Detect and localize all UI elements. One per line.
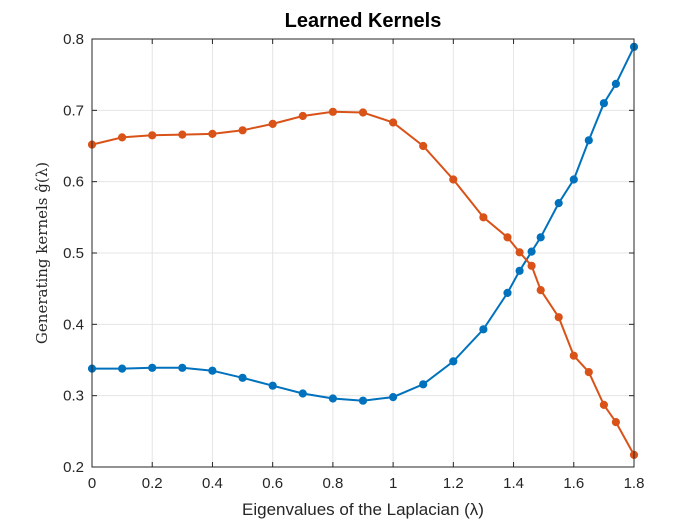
data-point [358,396,368,405]
data-point [208,366,217,375]
data-point [328,394,337,403]
data-point [599,99,609,108]
x-axis-label: Eigenvalues of the Laplacian (λ) [242,500,484,519]
data-point [515,248,524,257]
series-line [92,46,635,402]
data-point [268,381,277,390]
data-point [527,247,536,256]
data-point [611,418,621,427]
data-point [298,389,307,398]
x-tick-label: 0.6 [262,475,283,492]
data-point [208,129,217,138]
series-layer [87,42,639,459]
x-tick-label: 1.2 [443,475,464,492]
y-axis-label: Generating kernels ĝ(λ) [33,162,51,344]
data-point [536,286,545,295]
data-point [118,364,127,373]
y-tick-label: 0.3 [63,388,84,405]
data-point [584,368,593,377]
data-point [148,131,157,140]
y-tick-label: 0.6 [63,174,84,191]
data-point [419,380,428,389]
y-tick-label: 0.2 [63,459,84,476]
x-tick-label: 0 [88,475,96,492]
x-tick-label: 0.8 [322,475,343,492]
data-point [238,373,247,382]
data-point [178,130,187,139]
x-tick-label: 1 [389,475,397,492]
data-point [503,233,512,242]
y-tick-label: 0.7 [63,102,84,119]
data-point [536,233,545,242]
x-tick-label: 0.4 [202,475,223,492]
data-point [148,363,157,372]
axes [91,38,635,468]
data-point [569,175,578,184]
data-point [599,400,609,409]
data-point [554,199,563,208]
data-point [449,357,458,366]
x-tick-label: 0.2 [142,475,163,492]
data-point [554,313,563,322]
data-point [515,266,524,275]
data-point [178,363,187,372]
data-point [358,108,368,117]
series-2 [87,107,639,459]
data-point [479,213,488,222]
data-point [328,107,337,116]
data-point [584,136,593,145]
y-axis-ticks: 0.2 0.3 0.4 0.5 0.6 0.7 0.8 [63,31,84,476]
x-tick-label: 1.6 [563,475,584,492]
data-point [569,351,578,360]
data-point [503,288,512,297]
data-point [527,261,536,270]
y-tick-label: 0.8 [63,31,84,48]
series-1 [87,42,639,405]
data-point [268,119,277,129]
y-tick-label: 0.5 [63,245,84,262]
data-point [118,133,127,142]
data-point [298,111,307,121]
data-point [389,118,398,127]
x-tick-label: 1.8 [624,475,645,492]
data-point [389,393,398,402]
data-point [238,126,247,135]
y-tick-label: 0.4 [63,316,84,333]
x-tick-label: 1.4 [503,475,524,492]
data-point [611,79,621,89]
x-axis-ticks: 0 0.2 0.4 0.6 0.8 1 1.2 1.4 1.6 1.8 [88,475,645,492]
data-point [479,325,488,334]
data-point [449,175,458,184]
data-point [419,141,428,151]
chart-title: Learned Kernels [285,10,442,32]
